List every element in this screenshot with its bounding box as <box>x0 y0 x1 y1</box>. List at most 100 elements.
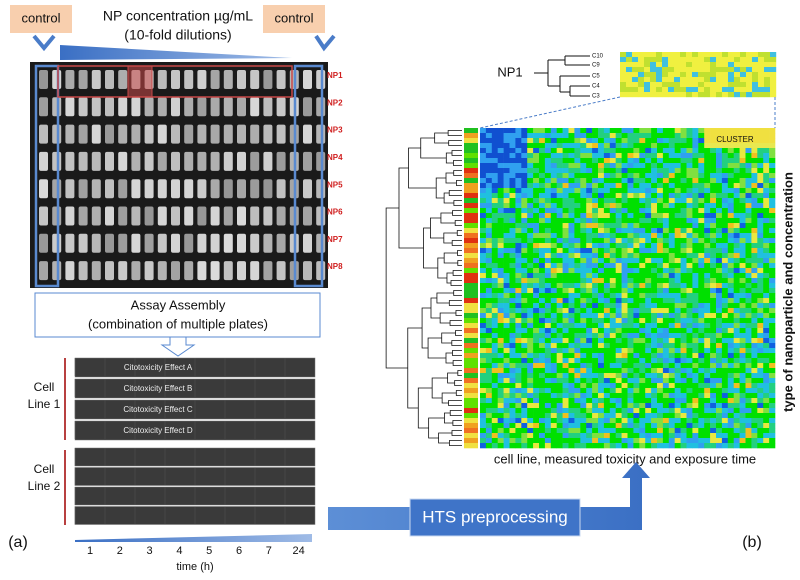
heat-cell <box>598 248 604 253</box>
heat-cell <box>728 403 734 408</box>
heat-cell <box>704 153 710 158</box>
heat-cell <box>687 308 693 313</box>
heat-cell <box>763 393 769 398</box>
heat-cell <box>574 178 580 183</box>
heat-cell <box>728 168 734 173</box>
heat-cell <box>746 283 752 288</box>
heat-cell <box>763 268 769 273</box>
heat-cell <box>598 193 604 198</box>
heat-cell <box>604 278 610 283</box>
well <box>105 207 114 226</box>
heat-cell <box>557 168 563 173</box>
heat-cell <box>687 133 693 138</box>
heat-cell <box>639 318 645 323</box>
heat-cell <box>692 428 698 433</box>
heat-cell <box>763 433 769 438</box>
heat-cell <box>657 398 663 403</box>
heat-cell <box>574 328 580 333</box>
heat-cell <box>675 138 681 143</box>
heat-cell <box>698 153 704 158</box>
heat-cell <box>645 438 651 443</box>
heat-cell <box>480 343 486 348</box>
heat-cell <box>586 283 592 288</box>
well <box>145 152 154 171</box>
heat-cell <box>622 393 628 398</box>
heat-cell <box>669 183 675 188</box>
heat-cell <box>728 428 734 433</box>
heat-cell <box>616 403 622 408</box>
heat-cell <box>515 383 521 388</box>
heat-cell <box>740 353 746 358</box>
heat-cell <box>716 288 722 293</box>
heat-cell <box>510 183 516 188</box>
heat-cell <box>510 258 516 263</box>
inset-cell <box>632 87 638 92</box>
heat-cell <box>586 333 592 338</box>
heat-cell <box>492 403 498 408</box>
heat-cell <box>751 393 757 398</box>
heat-cell <box>746 273 752 278</box>
heat-cell <box>515 188 521 193</box>
inset-cell <box>722 57 728 62</box>
heat-cell <box>645 398 651 403</box>
heat-cell <box>645 348 651 353</box>
heat-cell <box>698 168 704 173</box>
heat-cell <box>551 283 557 288</box>
heat-cell <box>740 363 746 368</box>
heat-cell <box>510 288 516 293</box>
inset-cell <box>632 72 638 77</box>
well <box>52 70 61 89</box>
well <box>250 70 259 89</box>
heat-cell <box>769 363 775 368</box>
heat-cell <box>628 283 634 288</box>
heat-cell <box>622 273 628 278</box>
heat-cell <box>763 178 769 183</box>
heat-cell <box>746 223 752 228</box>
heat-cell <box>504 298 510 303</box>
well <box>158 207 167 226</box>
heat-cell <box>598 328 604 333</box>
heat-cell <box>769 138 775 143</box>
inset-cell <box>626 57 632 62</box>
heat-cell <box>751 388 757 393</box>
heat-cell <box>681 153 687 158</box>
heat-cell <box>533 253 539 258</box>
well <box>237 261 246 280</box>
heat-cell <box>716 333 722 338</box>
arrow <box>34 36 54 48</box>
heat-cell <box>639 363 645 368</box>
heat-cell <box>533 388 539 393</box>
heat-cell <box>604 128 610 133</box>
heat-cell <box>675 308 681 313</box>
heat-cell <box>563 138 569 143</box>
heat-cell <box>527 293 533 298</box>
heat-cell <box>657 223 663 228</box>
heat-cell <box>740 178 746 183</box>
heat-cell <box>616 283 622 288</box>
heat-cell <box>574 128 580 133</box>
heat-cell <box>769 173 775 178</box>
heat-cell <box>533 303 539 308</box>
heat-cell <box>598 253 604 258</box>
heat-cell <box>551 288 557 293</box>
heat-cell <box>722 408 728 413</box>
inset-cell <box>620 82 626 87</box>
heat-cell <box>692 363 698 368</box>
inset-cell <box>716 62 722 67</box>
heat-cell <box>551 393 557 398</box>
effect-label: Citotoxicity Effect A <box>124 363 193 372</box>
heat-cell <box>574 228 580 233</box>
heat-cell <box>498 333 504 338</box>
heat-cell <box>521 238 527 243</box>
heat-cell <box>639 243 645 248</box>
heat-cell <box>539 398 545 403</box>
heat-cell <box>580 393 586 398</box>
heat-cell <box>740 438 746 443</box>
heat-cell <box>504 328 510 333</box>
inset-dendrogram <box>534 56 590 96</box>
heat-cell <box>698 403 704 408</box>
heat-cell <box>598 213 604 218</box>
heat-cell <box>645 423 651 428</box>
heat-cell <box>504 408 510 413</box>
heat-cell <box>622 403 628 408</box>
